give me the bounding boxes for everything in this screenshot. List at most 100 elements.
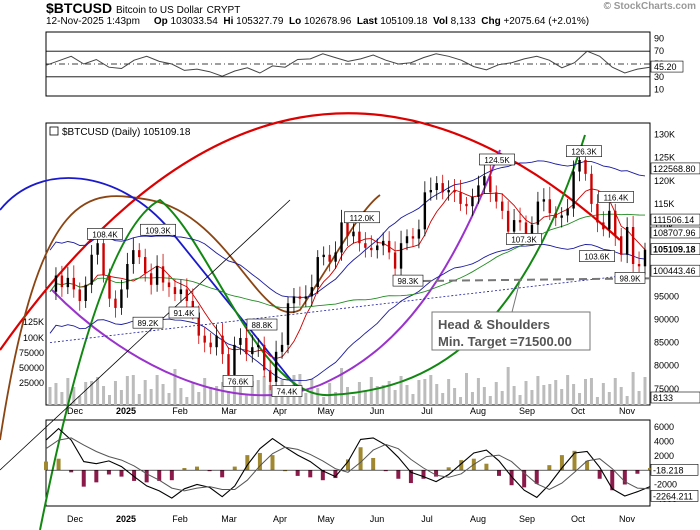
candle-body bbox=[614, 210, 617, 237]
rsi-tick-label: 70 bbox=[654, 46, 664, 56]
upper-band bbox=[49, 160, 646, 298]
volume-bar bbox=[453, 388, 457, 405]
candle-body bbox=[203, 335, 206, 343]
volume-bar bbox=[619, 387, 623, 405]
volume-bar bbox=[238, 386, 242, 405]
macd-histogram-bar bbox=[94, 470, 99, 483]
pivot-label: 89.2K bbox=[138, 319, 160, 328]
chart-header: $BTCUSD Bitcoin to US Dollar CRYPT 12-No… bbox=[0, 0, 700, 30]
candle-body bbox=[334, 252, 337, 262]
macd-histogram-bar bbox=[408, 470, 413, 484]
low-label: Lo bbox=[289, 16, 302, 27]
pivot-label-box bbox=[132, 316, 164, 329]
volume-bar bbox=[405, 385, 409, 405]
macd-histogram-bar bbox=[157, 470, 162, 481]
volume-bar bbox=[518, 395, 522, 405]
volume-bar bbox=[411, 394, 415, 405]
rsi-tick-label: 10 bbox=[654, 85, 664, 95]
candle-body bbox=[310, 287, 313, 297]
volume-bar bbox=[625, 396, 629, 405]
volume-bar bbox=[125, 376, 129, 405]
x-tick-label-bottom: Aug bbox=[470, 514, 486, 524]
price-value-label: 108707.96 bbox=[653, 228, 696, 238]
pivot-label-box bbox=[479, 153, 515, 166]
volume-bar bbox=[316, 388, 320, 405]
candle-body bbox=[352, 231, 355, 237]
price-tick-label: 130K bbox=[654, 130, 675, 140]
price-value-label: 8133 bbox=[653, 393, 673, 403]
volume-bar bbox=[66, 378, 70, 405]
pivot-label-box bbox=[614, 272, 646, 284]
macd-histogram-bar bbox=[622, 470, 627, 485]
macd-histogram-bar bbox=[572, 450, 577, 471]
volume-bar bbox=[328, 383, 332, 405]
macd-histogram-bar bbox=[106, 470, 111, 475]
candle-body bbox=[382, 240, 385, 246]
volume-bar bbox=[607, 392, 611, 405]
volume-bar bbox=[72, 387, 76, 405]
candle-body bbox=[512, 220, 516, 232]
x-tick-label-bottom: Nov bbox=[619, 514, 636, 524]
volume-bar bbox=[542, 385, 546, 405]
volume-bar bbox=[119, 390, 123, 405]
candle-body bbox=[602, 222, 605, 230]
price-value-box bbox=[650, 162, 700, 175]
x-tick-label: Dec bbox=[67, 406, 84, 416]
pivot-label: 98.3K bbox=[398, 277, 420, 286]
macd-histogram-bar bbox=[497, 470, 501, 476]
macd-histogram-bar bbox=[610, 470, 615, 491]
macd-histogram-bar bbox=[333, 470, 338, 479]
macd-histogram-bar bbox=[270, 455, 275, 471]
price-value-box bbox=[650, 243, 700, 255]
purple-arc bbox=[51, 149, 501, 397]
candle-body bbox=[328, 254, 331, 262]
candle-body bbox=[132, 250, 135, 264]
candle-body bbox=[215, 335, 218, 348]
vol-label: Vol bbox=[433, 16, 448, 27]
macd-histogram-bar bbox=[295, 470, 300, 476]
ma-long bbox=[49, 213, 646, 309]
candle-body bbox=[465, 203, 468, 207]
candle-body bbox=[399, 243, 403, 269]
candle-body bbox=[90, 254, 93, 285]
volume-bar bbox=[572, 384, 576, 405]
rsi-value-box bbox=[650, 60, 684, 73]
price-value-label: 100443.46 bbox=[653, 266, 696, 276]
volume-bar bbox=[435, 384, 439, 405]
price-tick-label: 95000 bbox=[654, 291, 679, 301]
x-tick-label-bottom: Jun bbox=[370, 514, 385, 524]
price-tick-label: 90000 bbox=[654, 314, 679, 324]
price-tick-label: 115K bbox=[654, 199, 674, 209]
x-tick-label: Apr bbox=[273, 406, 287, 416]
volume-bar bbox=[429, 375, 433, 405]
candle-body bbox=[566, 208, 569, 216]
macd-histogram-bar bbox=[119, 470, 124, 477]
pattern-target: Min. Target =71500.00 bbox=[438, 334, 572, 349]
x-tick-label-bottom: Jul bbox=[421, 514, 433, 524]
candle-body bbox=[346, 222, 349, 237]
candle-body bbox=[161, 266, 165, 283]
open-value: 103033.54 bbox=[170, 16, 218, 27]
volume-bar bbox=[512, 386, 516, 405]
pivot-label: 112.0K bbox=[350, 214, 375, 223]
candle-body bbox=[483, 176, 486, 186]
red-arc bbox=[0, 112, 621, 351]
price-value-label: 105109.18 bbox=[653, 245, 696, 255]
candle-body bbox=[257, 344, 260, 348]
candle-body bbox=[126, 264, 129, 290]
candle-body bbox=[60, 275, 64, 288]
candle-body bbox=[274, 351, 278, 382]
quote-line: 12-Nov-2025 1:43pm Op 103033.54 Hi 10532… bbox=[46, 16, 589, 27]
x-tick-label-bottom: Oct bbox=[571, 514, 586, 524]
pivot-label-box bbox=[392, 274, 424, 287]
macd-histogram-bar bbox=[257, 452, 262, 471]
macd-histogram-bar bbox=[144, 470, 149, 483]
volume-bar bbox=[215, 386, 219, 405]
volume-bar bbox=[113, 381, 117, 405]
rsi-value-label: 45.20 bbox=[654, 62, 677, 72]
candle-body bbox=[221, 335, 224, 355]
volume-bar bbox=[417, 380, 421, 405]
pivot-label-box bbox=[566, 145, 602, 157]
candle-body bbox=[429, 190, 432, 193]
